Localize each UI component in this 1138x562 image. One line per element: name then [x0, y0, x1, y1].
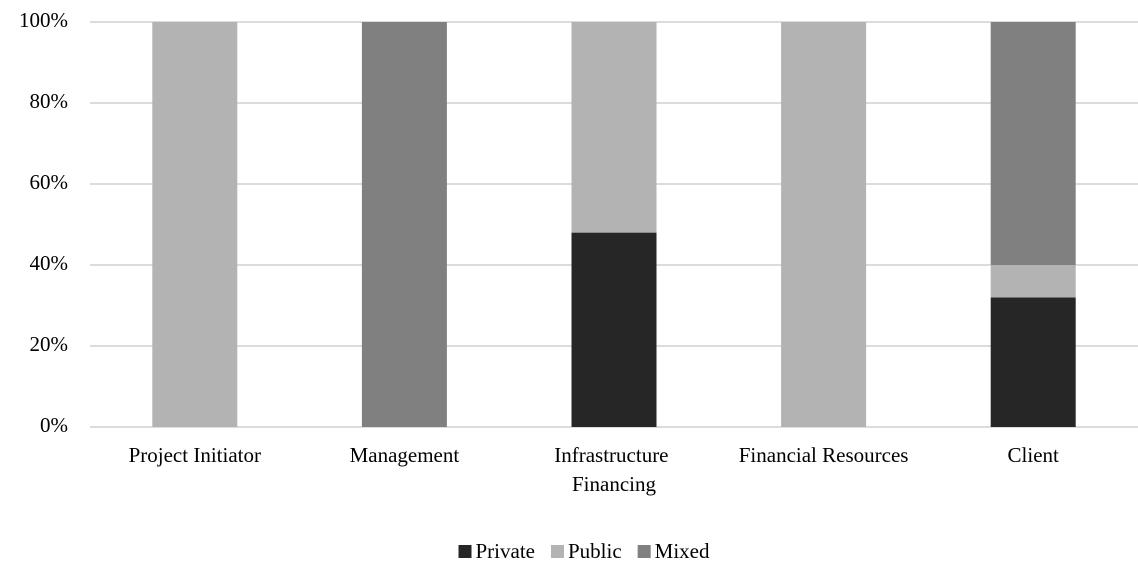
y-tick-label: 60% — [30, 170, 69, 194]
legend: Private Public Mixed — [458, 539, 710, 562]
legend-label: Mixed — [655, 539, 710, 562]
x-tick-label: Infrastructure Financing — [554, 443, 674, 496]
bar-segment — [152, 22, 238, 427]
y-tick-label: 80% — [30, 89, 69, 113]
y-tick-label: 100% — [19, 8, 68, 32]
x-tick-label: Project Initiator — [129, 443, 261, 467]
legend-swatch — [458, 545, 472, 558]
bar-segment — [990, 297, 1076, 427]
bar-segment — [571, 22, 657, 233]
bar-segment — [990, 22, 1076, 265]
bar-segment — [361, 22, 447, 427]
legend-label: Private — [476, 539, 535, 562]
y-tick-label: 40% — [30, 251, 69, 275]
bar-segment — [571, 232, 657, 427]
legend-swatch — [637, 545, 651, 558]
bar-segment — [990, 265, 1076, 298]
x-tick-label: Client — [1008, 443, 1059, 467]
legend-swatch — [550, 545, 564, 558]
legend-label: Public — [568, 539, 622, 562]
y-tick-label: 20% — [30, 332, 69, 356]
x-tick-label: Financial Resources — [739, 443, 909, 467]
bar-segment — [781, 22, 867, 427]
y-tick-label: 0% — [40, 413, 68, 437]
x-tick-label: Management — [350, 443, 460, 467]
